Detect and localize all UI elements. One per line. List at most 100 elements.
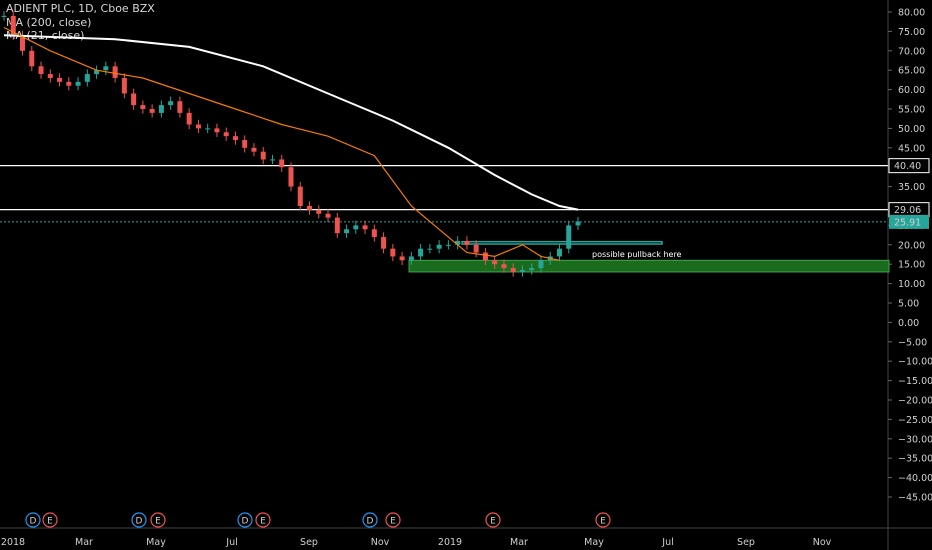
y-tick-label: −20.00	[898, 396, 932, 407]
x-tick-label: Nov	[371, 537, 390, 548]
candle-body	[242, 140, 248, 148]
y-tick-label: 65.00	[898, 66, 925, 77]
x-tick-label: 2018	[1, 537, 25, 548]
candle-body	[140, 105, 146, 109]
candle-body	[436, 244, 442, 249]
event-marker	[362, 512, 378, 528]
candle-body	[307, 206, 313, 210]
candle-body	[121, 77, 127, 94]
level-price-label: 29.06	[894, 205, 921, 216]
event-marker-label: D	[242, 517, 249, 527]
candle-body	[473, 244, 479, 253]
support-zone	[408, 259, 890, 273]
candle-body	[186, 112, 192, 125]
y-tick-label: 15.00	[898, 260, 925, 271]
event-marker	[385, 512, 401, 528]
candle-body	[75, 81, 81, 86]
candle-body	[158, 105, 164, 113]
event-marker-label: E	[155, 517, 161, 527]
x-tick-label: Mar	[75, 537, 93, 548]
last-price-label: 25.91	[894, 217, 921, 228]
y-tick-label: 20.00	[898, 240, 925, 251]
candle-body	[47, 74, 53, 78]
event-marker	[485, 512, 501, 528]
y-tick-label: 35.00	[898, 182, 925, 193]
candle-body	[575, 221, 581, 226]
candle-body	[455, 240, 461, 245]
candle-body	[205, 128, 211, 130]
level-price-label: 40.40	[894, 161, 921, 172]
ma21-line	[3, 26, 560, 261]
candle-body	[362, 225, 368, 230]
legend-symbol: ADIENT PLC, 1D, Cboe BZX	[6, 2, 155, 15]
candle-body	[519, 270, 525, 272]
y-tick-label: −10.00	[898, 357, 932, 368]
candle-body	[20, 35, 26, 51]
candle-body	[445, 244, 451, 246]
event-marker-label: E	[260, 517, 266, 527]
y-tick-label: −5.00	[898, 337, 927, 348]
candle-body	[325, 213, 331, 218]
event-marker-label: D	[30, 517, 37, 527]
candle-body	[501, 264, 507, 269]
x-tick-label: Jul	[661, 537, 673, 548]
event-marker-label: D	[136, 517, 143, 527]
candle-body	[269, 159, 275, 161]
candle-body	[344, 229, 350, 234]
event-marker	[25, 512, 41, 528]
candle-body	[418, 248, 424, 257]
candle-body	[94, 70, 100, 75]
y-tick-label: 10.00	[898, 279, 925, 290]
candle-body	[260, 151, 266, 160]
x-tick-label: Jul	[225, 537, 237, 548]
candle-body	[131, 93, 137, 106]
event-marker-label: D	[367, 517, 374, 527]
event-marker	[131, 512, 147, 528]
candle-body	[112, 66, 118, 78]
candle-body	[1, 15, 7, 17]
candle-body	[38, 66, 44, 75]
event-marker	[237, 512, 253, 528]
candle-body	[381, 237, 387, 249]
candle-body	[251, 147, 257, 152]
event-marker	[42, 512, 58, 528]
y-tick-label: 0.00	[898, 318, 919, 329]
y-tick-label: 55.00	[898, 105, 925, 116]
candle-body	[214, 128, 220, 133]
candle-body	[353, 225, 359, 230]
candle-body	[149, 109, 155, 113]
candle-body	[408, 256, 414, 261]
event-marker	[255, 512, 271, 528]
candle-body	[66, 81, 72, 86]
ma200-line	[3, 34, 579, 211]
y-tick-label: 45.00	[898, 143, 925, 154]
candle-body	[316, 209, 322, 214]
x-tick-label: May	[146, 537, 166, 548]
x-tick-label: May	[584, 537, 604, 548]
x-tick-label: Nov	[813, 537, 832, 548]
candle-body	[371, 229, 377, 238]
candle-body	[556, 248, 562, 257]
y-tick-label: −15.00	[898, 376, 932, 387]
candle-body	[195, 124, 201, 129]
y-tick-label: 60.00	[898, 85, 925, 96]
candle-body	[279, 159, 285, 168]
y-tick-label: 70.00	[898, 46, 925, 57]
candle-body	[334, 217, 340, 234]
candle-body	[223, 132, 229, 137]
event-marker	[595, 512, 611, 528]
candle-body	[232, 136, 238, 141]
candle-body	[297, 186, 303, 206]
y-tick-label: −40.00	[898, 473, 932, 484]
candle-body	[84, 74, 90, 82]
candle-body	[529, 268, 535, 271]
event-marker-label: E	[490, 517, 496, 527]
candle-body	[427, 248, 433, 250]
y-tick-label: 75.00	[898, 27, 925, 38]
level-price-tag	[888, 158, 930, 174]
candle-body	[492, 260, 498, 265]
last-price-tag	[889, 214, 929, 229]
y-tick-label: −45.00	[898, 493, 932, 504]
pullback-annotation: possible pullback here	[592, 250, 682, 259]
